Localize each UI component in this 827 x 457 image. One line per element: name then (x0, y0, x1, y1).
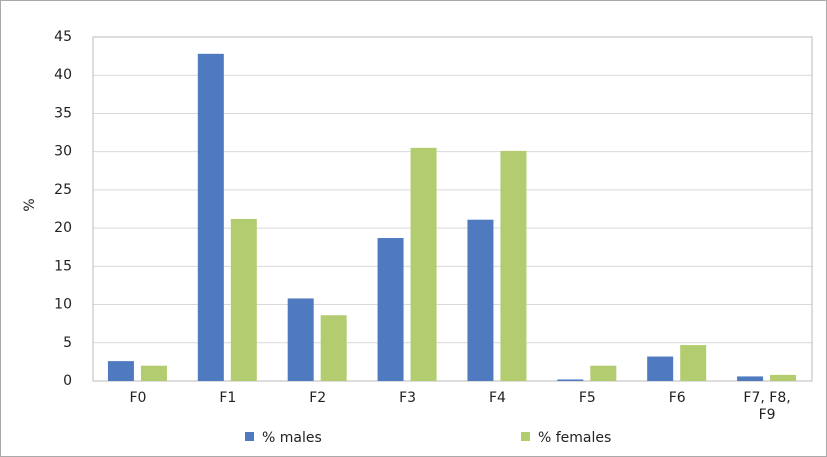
bar (680, 345, 707, 381)
bar (410, 147, 437, 381)
x-tick-label: F0 (129, 390, 147, 406)
legend-label: % males (262, 430, 322, 446)
y-tick-label: 10 (54, 297, 72, 313)
legend-swatch (521, 432, 530, 441)
y-tick-label: 25 (54, 182, 72, 198)
bar (320, 315, 347, 381)
y-tick-label: 20 (54, 220, 72, 236)
y-tick-label: 5 (63, 335, 72, 351)
y-tick-label: 45 (54, 29, 72, 45)
bar (107, 361, 134, 381)
bar (467, 219, 494, 381)
x-tick-label: F1 (219, 390, 237, 406)
y-axis-label: % (22, 198, 38, 211)
legend-label: % females (538, 430, 611, 446)
y-tick-label: 30 (54, 144, 72, 160)
bar (140, 365, 167, 381)
bar (770, 374, 797, 381)
plot-border (92, 36, 813, 382)
y-tick-label: 0 (63, 373, 72, 389)
x-tick-label: F5 (578, 390, 596, 406)
bar (647, 356, 674, 381)
x-tick-label: F7, F8, F9 (743, 390, 791, 423)
y-tick-label: 40 (54, 67, 72, 83)
bar (287, 298, 314, 381)
x-tick-label: F4 (488, 390, 506, 406)
bar (590, 365, 617, 381)
x-tick-label: F6 (668, 390, 686, 406)
bar (500, 150, 527, 381)
y-tick-label: 15 (54, 258, 72, 274)
legend-swatch (245, 432, 254, 441)
bar (557, 379, 584, 381)
bar (737, 376, 764, 381)
x-tick-label: F3 (399, 390, 417, 406)
x-tick-label: F2 (309, 390, 327, 406)
bar (197, 53, 224, 381)
bar (377, 238, 404, 381)
bar (230, 218, 257, 381)
y-tick-label: 35 (54, 105, 72, 121)
